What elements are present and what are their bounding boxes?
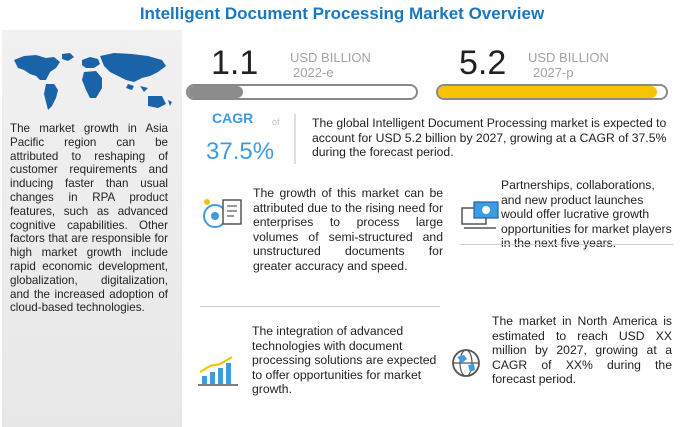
market-size-2027-bar-fill — [438, 86, 657, 98]
cagr-label: CAGR — [212, 110, 254, 126]
market-size-2022-year: 2022-e — [293, 65, 334, 80]
market-summary-text: The global Intelligent Document Processi… — [312, 116, 667, 159]
insight-text-2: Partnerships, collaborations, and new pr… — [501, 178, 672, 250]
insight-text-3: The integration of advanced technologies… — [252, 324, 437, 396]
globe-icon — [447, 344, 485, 382]
market-size-2022-unit: USD BILLION — [290, 50, 371, 65]
cagr-of-text: of — [272, 117, 280, 127]
insight-text-4: The market in North America is estimated… — [492, 314, 672, 386]
insight-text-1: The growth of this market can be attribu… — [253, 186, 443, 273]
world-map-icon — [10, 50, 176, 114]
market-size-2027-value: 5.2 — [459, 44, 507, 82]
market-size-2022-bar-fill — [188, 86, 243, 98]
document-processing-icon — [201, 194, 245, 234]
growth-chart-icon — [196, 354, 242, 388]
market-size-2022-bar — [186, 84, 418, 100]
asia-pacific-text: The market growth in Asia Pacific region… — [10, 122, 168, 315]
cagr-divider — [294, 114, 296, 164]
cagr-value: 37.5% — [206, 138, 275, 165]
page-title: Intelligent Document Processing Market O… — [139, 4, 545, 23]
insight-divider-right — [460, 244, 674, 245]
market-size-2027-year: 2027-p — [533, 65, 574, 80]
insight-divider-left — [200, 306, 440, 307]
market-size-2022-value: 1.1 — [211, 44, 259, 82]
market-size-2027-unit: USD BILLION — [528, 50, 609, 65]
partnership-icon — [458, 196, 502, 232]
market-size-2027-bar — [436, 84, 668, 100]
